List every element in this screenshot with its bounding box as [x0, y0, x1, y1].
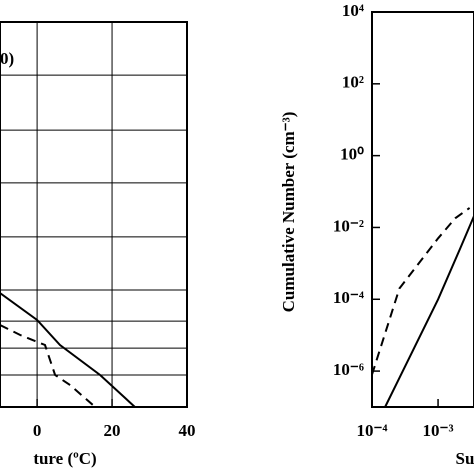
y-axis-label: Cumulative Number (cm⁻³): [279, 112, 298, 313]
data-line: [0, 292, 136, 408]
x-tick-label: 20: [104, 421, 121, 440]
data-line: [0, 324, 96, 408]
x-axis-label: ture (ºC): [33, 449, 96, 468]
y-tick-label: 10⁻⁶: [333, 360, 364, 379]
data-line: [384, 214, 474, 408]
x-tick-label: 10⁻³: [423, 421, 454, 440]
plot-frame: [371, 11, 474, 408]
y-tick-label: 10⁻²: [333, 216, 364, 235]
x-axis-label: Su: [456, 449, 474, 468]
y-tick-label: 10⁰: [340, 145, 364, 164]
annotation: 0): [0, 49, 14, 68]
x-tick-label: 10⁻⁴: [356, 421, 387, 440]
x-tick-label: 40: [179, 421, 196, 440]
y-tick-label: 10⁻⁴: [333, 288, 364, 307]
y-tick-label: 10⁴: [342, 1, 364, 20]
plot-frame: [0, 21, 188, 408]
y-tick-label: 10²: [342, 73, 364, 92]
data-line: [371, 207, 471, 375]
x-tick-label: 0: [33, 421, 42, 440]
